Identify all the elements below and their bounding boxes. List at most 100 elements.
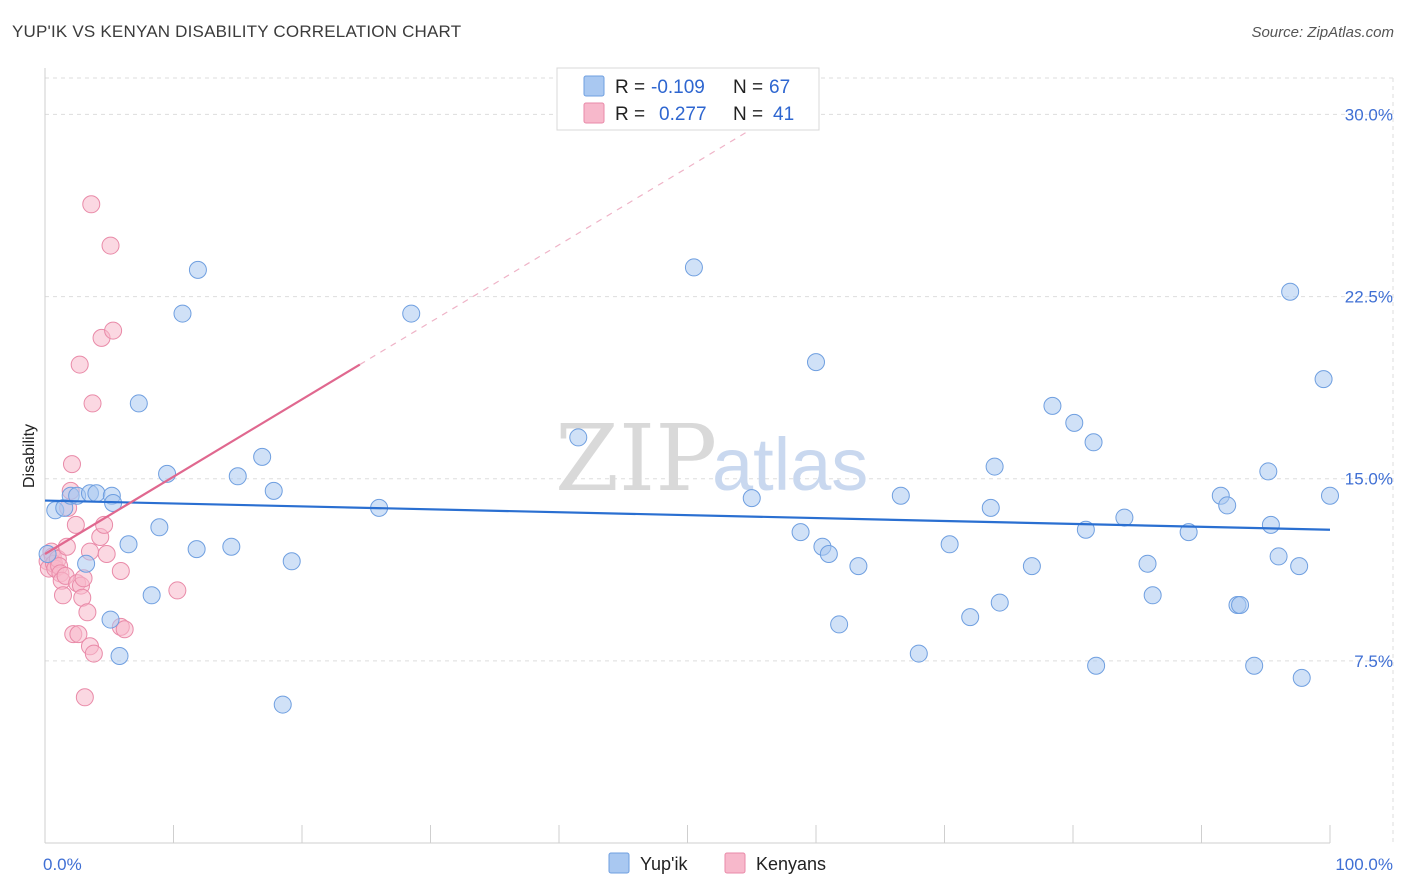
- yupik-point-36: [891, 486, 910, 505]
- yupik-point-14: [150, 518, 169, 537]
- yupik-point-12: [129, 394, 148, 413]
- yupik-point-42: [990, 593, 1009, 612]
- kenyan-trend-extension: [359, 128, 753, 366]
- kenyan-point-15: [62, 455, 81, 474]
- legend-swatch-yupik: [583, 75, 605, 97]
- yupik-point-52: [1179, 523, 1198, 542]
- y-tick-label-3: 30.0%: [1345, 105, 1393, 124]
- kenyan-point-30: [84, 644, 103, 663]
- yupik-point-46: [1076, 520, 1095, 539]
- legend-r-label-yupik: R =: [615, 77, 645, 98]
- kenyan-trend-line: [44, 363, 361, 555]
- y-tick-labels: 7.5% 15.0% 22.5% 30.0%: [1345, 105, 1393, 670]
- y-tick-label-1: 15.0%: [1345, 470, 1393, 489]
- yupik-point-10: [101, 610, 120, 629]
- y-tick-label-0: 7.5%: [1354, 652, 1393, 671]
- kenyan-point-19: [69, 625, 88, 644]
- yupik-point-16: [173, 304, 192, 323]
- yupik-point-26: [402, 304, 421, 323]
- kenyan-point-25: [78, 603, 97, 622]
- bottom-legend-swatch-yupik: [608, 852, 630, 874]
- x-tick-labels: 0.0% 100.0%: [43, 855, 1393, 874]
- yupik-point-56: [1231, 596, 1250, 614]
- yupik-point-29: [742, 489, 761, 508]
- watermark-zip: ZIP: [555, 405, 717, 512]
- kenyan-point-17: [66, 515, 85, 534]
- legend-n-label-kenyan: N =: [733, 104, 763, 125]
- yupik-point-40: [981, 498, 1000, 517]
- yupik-point-65: [1321, 486, 1339, 505]
- kenyan-point-34: [97, 545, 116, 563]
- yupik-point-34: [830, 615, 849, 634]
- yupik-point-45: [1065, 413, 1084, 432]
- legend-r-label-kenyan: R =: [615, 104, 645, 125]
- correlation-legend: R = -0.109 N = 67 R = 0.277 N = 41: [556, 67, 820, 131]
- yupik-point-20: [228, 467, 247, 486]
- yupik-point-43: [1022, 557, 1041, 576]
- yupik-point-48: [1087, 656, 1106, 675]
- y-axis-label: Disability: [21, 424, 38, 488]
- bottom-legend-label-yupik: Yup'ik: [640, 854, 688, 874]
- x-tick-label-min: 0.0%: [43, 855, 82, 874]
- yupik-point-38: [940, 535, 959, 554]
- yupik-point-50: [1138, 554, 1157, 573]
- legend-r-value-kenyan: 0.277: [659, 104, 707, 125]
- yupik-point-60: [1269, 547, 1288, 566]
- yupik-point-57: [1245, 656, 1264, 675]
- yupik-point-27: [569, 428, 588, 447]
- yupik-point-62: [1290, 557, 1309, 576]
- bottom-legend-swatch-kenyan: [724, 852, 746, 874]
- yupik-point-23: [273, 695, 292, 714]
- watermark-atlas: atlas: [712, 423, 868, 506]
- yupik-point-11: [110, 647, 129, 665]
- yupik-point-28: [684, 258, 703, 277]
- legend-n-value-yupik: 67: [769, 77, 790, 98]
- legend-r-value-yupik: -0.109: [651, 77, 705, 98]
- yupik-point-18: [188, 260, 207, 279]
- kenyan-point-36: [104, 321, 123, 340]
- yupik-point-31: [807, 353, 825, 372]
- yupik-point-47: [1084, 433, 1103, 452]
- chart-title: YUP'IK VS KENYAN DISABILITY CORRELATION …: [12, 22, 462, 41]
- kenyan-point-38: [111, 562, 130, 580]
- yupik-point-24: [282, 552, 301, 571]
- kenyan-point-35: [101, 236, 120, 255]
- kenyan-points: [38, 195, 187, 707]
- legend-n-value-kenyan: 41: [773, 104, 794, 125]
- yupik-point-5: [87, 484, 106, 503]
- kenyan-point-10: [53, 586, 72, 605]
- yupik-point-44: [1043, 396, 1062, 415]
- yupik-point-63: [1292, 668, 1311, 687]
- yupik-point-58: [1259, 462, 1278, 481]
- yupik-point-19: [222, 537, 241, 556]
- kenyan-point-20: [70, 355, 89, 374]
- trend-lines: [44, 128, 1331, 555]
- yupik-point-33: [819, 545, 838, 563]
- yupik-point-49: [1115, 508, 1134, 527]
- yupik-point-9: [119, 535, 138, 554]
- watermark: ZIP atlas: [555, 405, 868, 512]
- kenyan-point-24: [75, 688, 94, 707]
- yupik-point-64: [1314, 370, 1333, 389]
- yupik-point-51: [1143, 586, 1162, 605]
- kenyan-point-40: [168, 581, 187, 600]
- yupik-trend-line: [44, 499, 1331, 531]
- axes: [44, 68, 1331, 844]
- kenyan-point-39: [115, 620, 134, 639]
- legend-n-label-yupik: N =: [733, 77, 763, 98]
- yupik-point-54: [1218, 496, 1237, 515]
- x-tick-label-max: 100.0%: [1335, 855, 1393, 874]
- series-legend: Yup'ik Kenyans: [608, 852, 826, 874]
- kenyan-point-29: [83, 394, 102, 413]
- kenyan-point-28: [82, 195, 101, 214]
- bottom-legend-label-kenyan: Kenyans: [756, 854, 826, 874]
- y-tick-label-2: 22.5%: [1345, 288, 1393, 307]
- yupik-point-35: [849, 557, 868, 576]
- yupik-point-37: [909, 644, 928, 663]
- yupik-point-39: [961, 608, 980, 627]
- yupik-point-30: [791, 523, 810, 542]
- yupik-point-41: [985, 457, 1004, 476]
- yupik-point-21: [253, 447, 272, 466]
- source-label: Source: ZipAtlas.com: [1251, 24, 1394, 41]
